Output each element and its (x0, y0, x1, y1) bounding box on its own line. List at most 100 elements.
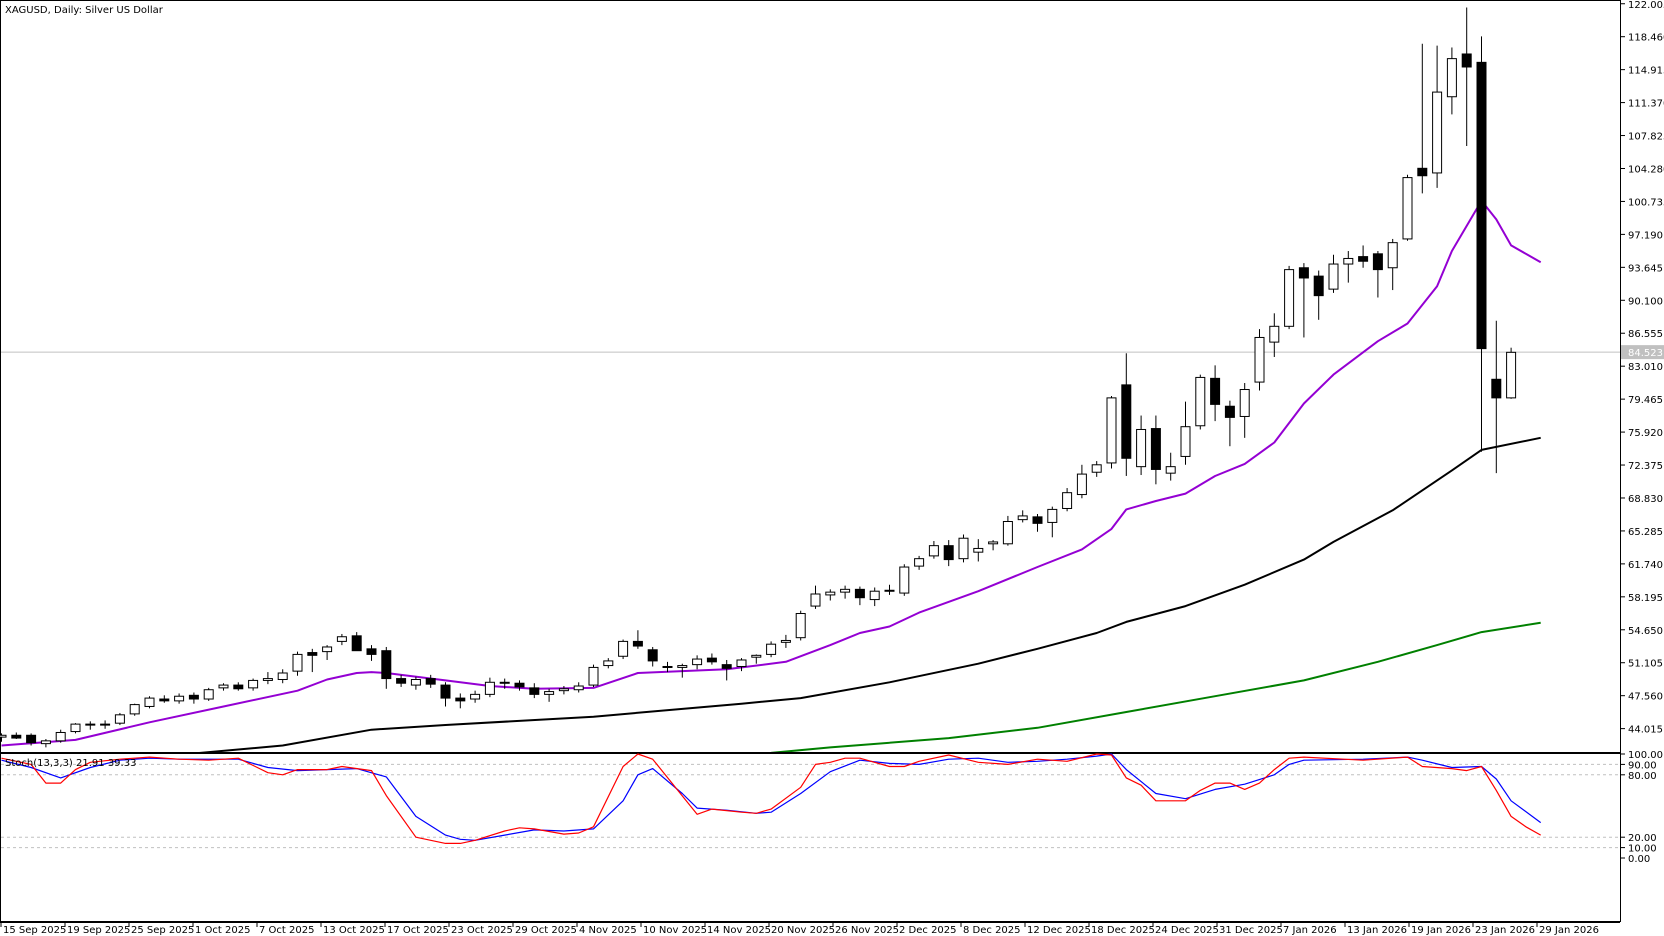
candle (262, 672, 273, 685)
candle (1136, 415, 1147, 476)
candle (188, 692, 199, 704)
candle-body-bull (544, 691, 555, 695)
candle (588, 664, 599, 687)
candle (573, 682, 584, 693)
stoch-tick-label: 100.00 (1628, 750, 1663, 761)
candle (603, 658, 614, 669)
current-price-badge (1621, 345, 1664, 360)
candle-body-bear (1210, 377, 1221, 405)
candle-body-bear (307, 652, 318, 656)
candle-body-bear (1313, 275, 1324, 297)
price-tick-label: 118.460 (1628, 33, 1664, 44)
candle (484, 677, 495, 698)
price-tick-label: 68.830 (1628, 494, 1663, 505)
candle (854, 586, 865, 606)
stoch-main-line (1, 753, 1541, 845)
candle (840, 585, 851, 599)
candle-body-bull (410, 679, 421, 686)
candle (322, 645, 333, 660)
candle-body-bull (144, 697, 155, 707)
candle-body-bull (588, 666, 599, 686)
candle (0, 733, 7, 742)
candle-body-bull (1195, 376, 1206, 427)
candle (647, 646, 658, 667)
candle (499, 678, 510, 689)
candle (1091, 461, 1102, 477)
candle (1432, 45, 1443, 188)
candle-body-bull (1239, 389, 1250, 417)
candle (973, 539, 984, 562)
stoch-tick-label: 80.00 (1628, 771, 1657, 782)
candle-body-bull (1091, 464, 1102, 473)
candle (810, 585, 821, 609)
candle (558, 686, 569, 695)
date-tick-label: 15 Sep 2025 (3, 925, 66, 936)
date-tick-label: 24 Dec 2025 (1155, 925, 1219, 936)
candle (307, 648, 318, 673)
candle (1358, 245, 1369, 268)
candle-body-bear (11, 734, 22, 739)
candle-body-bear (1224, 405, 1235, 418)
candle (336, 633, 347, 646)
candle (632, 630, 643, 649)
date-tick-label: 29 Jan 2026 (1539, 925, 1599, 936)
date-tick-label: 1 Oct 2025 (195, 925, 250, 936)
candle-body-bull (1136, 428, 1147, 468)
stoch-indicator-label: Stoch(13,3,3) 21.91 39.33 (5, 758, 136, 769)
candle-body-bull (973, 547, 984, 553)
candle-body-bull (1269, 325, 1280, 343)
date-tick-label: 10 Nov 2025 (643, 925, 707, 936)
candle (1313, 270, 1324, 320)
candle-body-bear (514, 682, 525, 688)
candle (292, 651, 303, 676)
candle (1002, 515, 1013, 546)
date-tick-label: 25 Sep 2025 (131, 925, 194, 936)
candle-body-bull (1284, 269, 1295, 327)
candle-body-bull (218, 684, 229, 689)
candle (26, 733, 37, 746)
candle (1165, 452, 1176, 481)
date-tick-label: 14 Nov 2025 (707, 925, 771, 936)
ma-fast-line (1, 199, 1542, 747)
date-tick-label: 18 Dec 2025 (1091, 925, 1155, 936)
price-tick-label: 65.285 (1628, 527, 1663, 538)
candle-body-bull (1446, 58, 1457, 98)
price-tick-label: 107.825 (1628, 132, 1664, 143)
candle (899, 564, 910, 596)
candle-body-bull (884, 589, 895, 592)
date-tick-label: 13 Jan 2026 (1347, 925, 1407, 936)
candle-body-bear (632, 640, 643, 647)
candle-body-bull (114, 714, 125, 724)
price-tick-label: 51.105 (1628, 659, 1663, 670)
candle (233, 682, 244, 691)
candle-body-bull (1062, 492, 1073, 509)
price-tick-label: 104.280 (1628, 164, 1664, 175)
candle (129, 703, 140, 716)
candle (174, 693, 185, 704)
candle-body-bear (1476, 61, 1487, 350)
candle-body-bear (351, 635, 362, 652)
ma-slow-line (771, 621, 1541, 752)
candle (1106, 396, 1117, 469)
candle-body-bull (825, 591, 836, 596)
stochastic-lines (1, 753, 1542, 845)
candle (1121, 353, 1132, 476)
price-tick-label: 97.190 (1628, 230, 1663, 241)
candle-body-bear (366, 648, 377, 655)
candle-body-bear (233, 684, 244, 690)
candle-body-bear (1032, 516, 1043, 524)
candle (884, 584, 895, 595)
candle-body-bull (129, 704, 140, 715)
stoch-tick-label: 90.00 (1628, 760, 1657, 771)
price-tick-label: 90.100 (1628, 296, 1663, 307)
candle-body-bull (277, 672, 288, 681)
date-tick-label: 4 Nov 2025 (579, 925, 637, 936)
price-tick-label: 83.010 (1628, 362, 1663, 373)
candle (114, 712, 125, 726)
price-tick-label: 54.650 (1628, 626, 1663, 637)
date-tick-label: 20 Nov 2025 (771, 925, 835, 936)
candle (410, 676, 421, 690)
candle-body-bull (174, 695, 185, 702)
